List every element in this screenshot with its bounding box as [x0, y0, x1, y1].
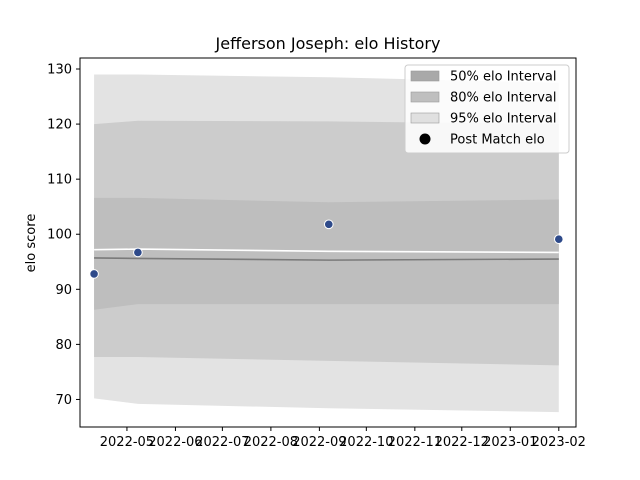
legend-label: 80% elo Interval	[450, 91, 557, 106]
band-50-interval	[94, 197, 559, 310]
trend-elo-line	[94, 248, 559, 254]
y-axis: 70 80 90 100 110 120 130	[47, 63, 80, 408]
y-tick-label: 130	[47, 63, 72, 78]
legend-box	[404, 64, 570, 154]
legend-label: Post Match elo	[450, 133, 545, 148]
x-tick-label: 2023-02	[532, 435, 586, 450]
legend-label: 95% elo Interval	[450, 112, 557, 127]
x-tick-label: 2022-09	[292, 435, 346, 450]
post-match-elo-point	[133, 247, 143, 258]
post-match-elo-point	[89, 269, 99, 279]
mean-elo-line	[94, 257, 559, 261]
legend-label: 50% elo Interval	[450, 70, 557, 85]
post-match-elo-point	[553, 234, 564, 244]
x-tick-label: 2022-08	[244, 435, 298, 450]
legend-swatch	[410, 112, 440, 124]
post-match-elo-point	[323, 219, 334, 230]
x-tick-label: 2022-05	[100, 435, 154, 450]
legend-swatch	[410, 70, 440, 82]
axes-frame	[79, 57, 577, 428]
x-tick-label: 2022-10	[339, 435, 393, 450]
y-tick-label: 110	[47, 173, 72, 188]
y-tick-label: 80	[55, 338, 72, 353]
y-tick-label: 100	[47, 228, 72, 243]
x-tick-label: 2022-12	[435, 435, 489, 450]
y-tick-label: 90	[55, 283, 72, 298]
y-axis-label: elo score	[24, 214, 39, 273]
legend: 50% elo Interval 80% elo Interval 95% elo …	[404, 64, 570, 154]
x-tick-label: 2022-11	[388, 435, 442, 450]
x-axis: 2022-052022-062022-072022-082022-092022-…	[100, 427, 586, 450]
y-tick-label: 70	[55, 393, 72, 408]
chart-title: Jefferson Joseph: elo History	[215, 34, 441, 53]
y-tick-label: 120	[47, 118, 72, 133]
x-tick-label: 2022-07	[195, 435, 249, 450]
plot-area	[89, 74, 564, 413]
x-tick-label: 2023-01	[483, 435, 537, 450]
legend-swatch	[410, 91, 440, 103]
legend-marker	[419, 133, 431, 145]
x-tick-label: 2022-06	[148, 435, 202, 450]
